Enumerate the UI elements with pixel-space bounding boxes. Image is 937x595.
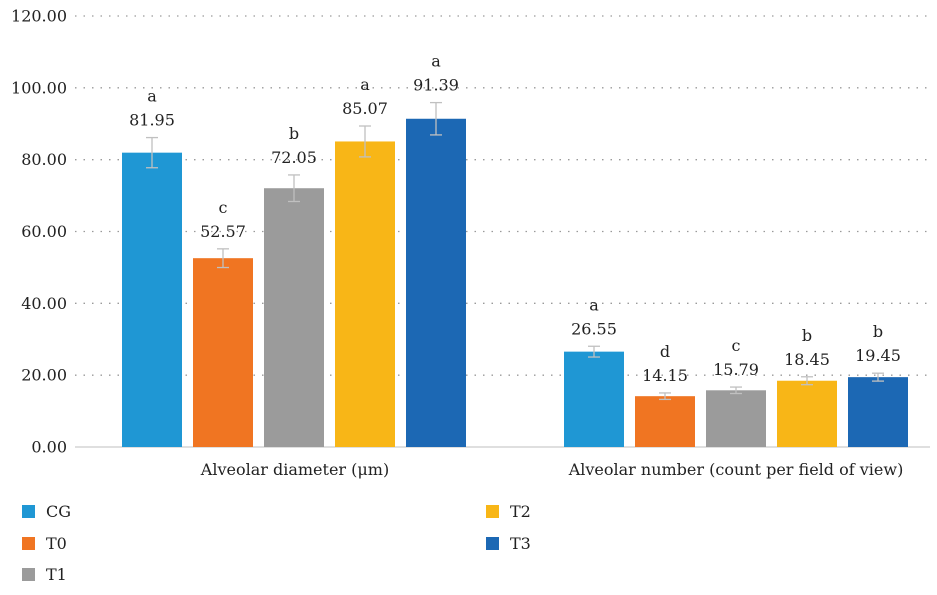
y-tick-label: 120.00 xyxy=(11,7,67,26)
significance-letter: b xyxy=(802,326,812,345)
significance-letter: d xyxy=(660,342,670,361)
value-label: 18.45 xyxy=(784,350,830,369)
bar xyxy=(635,396,695,447)
value-label: 81.95 xyxy=(129,111,175,130)
legend: CG T0 T1 T2 T3 xyxy=(22,502,531,584)
legend-label: T1 xyxy=(46,565,67,584)
legend-item: T0 xyxy=(22,534,67,553)
bar xyxy=(848,377,908,447)
bar xyxy=(264,188,324,448)
value-label: 19.45 xyxy=(855,346,901,365)
significance-letter: a xyxy=(431,52,441,71)
value-label: 15.79 xyxy=(713,360,759,379)
legend-item: T2 xyxy=(486,502,531,521)
significance-letter: b xyxy=(289,124,299,143)
significance-letter: b xyxy=(873,322,883,341)
value-label: 26.55 xyxy=(571,319,617,338)
y-tick-label: 20.00 xyxy=(21,366,67,385)
bar xyxy=(193,258,253,447)
legend-item: T1 xyxy=(22,565,67,584)
significance-letter: a xyxy=(360,75,370,94)
bar xyxy=(122,152,182,448)
bar xyxy=(706,390,766,447)
legend-swatch xyxy=(22,568,35,581)
y-tick-label: 0.00 xyxy=(31,438,67,457)
bars xyxy=(122,101,908,448)
value-label: 14.15 xyxy=(642,366,688,385)
legend-label: T2 xyxy=(510,502,531,521)
legend-item: CG xyxy=(22,502,71,521)
bar xyxy=(406,118,466,448)
legend-label: CG xyxy=(46,502,71,521)
value-label: 85.07 xyxy=(342,99,388,118)
value-label: 91.39 xyxy=(413,76,459,95)
bar xyxy=(564,351,624,447)
category-label: Alveolar diameter (μm) xyxy=(200,460,389,479)
bar xyxy=(777,380,837,447)
legend-label: T0 xyxy=(46,534,67,553)
legend-swatch xyxy=(486,505,499,518)
y-tick-label: 60.00 xyxy=(21,222,67,241)
significance-letter: c xyxy=(219,198,228,217)
y-tick-label: 100.00 xyxy=(11,78,67,97)
legend-item: T3 xyxy=(486,534,531,553)
value-label: 52.57 xyxy=(200,222,246,241)
value-label: 72.05 xyxy=(271,148,317,167)
x-axis: Alveolar diameter (μm) Alveolar number (c… xyxy=(200,460,904,479)
legend-swatch xyxy=(22,537,35,550)
data-labels: 81.95 a 52.57 c 72.05 b 85.07 a 91.39 a 26.55 a 14.1… xyxy=(129,52,901,385)
legend-swatch xyxy=(22,505,35,518)
significance-letter: a xyxy=(589,295,599,314)
bar xyxy=(335,141,395,447)
significance-letter: c xyxy=(732,336,741,355)
significance-letter: a xyxy=(147,87,157,106)
y-tick-label: 80.00 xyxy=(21,150,67,169)
legend-label: T3 xyxy=(510,534,531,553)
y-tick-label: 40.00 xyxy=(21,294,67,313)
category-label: Alveolar number (count per field of view… xyxy=(568,460,904,479)
legend-swatch xyxy=(486,537,499,550)
